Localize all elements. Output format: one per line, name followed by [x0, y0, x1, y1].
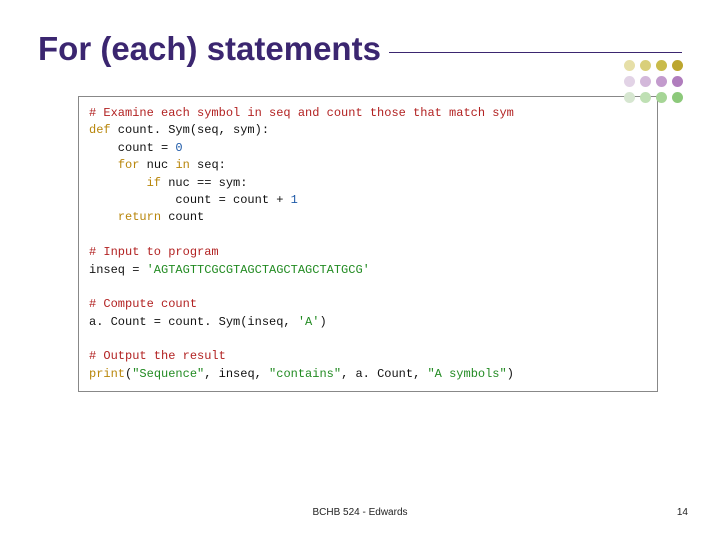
dot-icon	[640, 92, 651, 103]
title-underline	[389, 52, 682, 53]
dot-icon	[656, 60, 667, 71]
page-number: 14	[677, 507, 688, 518]
dot-icon	[656, 92, 667, 103]
dot-icon	[640, 76, 651, 87]
dot-icon	[656, 76, 667, 87]
decorative-dots	[624, 60, 684, 104]
slide: For (each) statements # Examine each sym…	[0, 0, 720, 540]
slide-title: For (each) statements	[38, 30, 381, 68]
dot-icon	[672, 76, 683, 87]
dot-icon	[640, 60, 651, 71]
dot-icon	[624, 92, 635, 103]
footer-text: BCHB 524 - Edwards	[0, 507, 720, 518]
dot-icon	[672, 92, 683, 103]
dot-icon	[624, 60, 635, 71]
title-row: For (each) statements	[38, 30, 682, 68]
dot-icon	[624, 76, 635, 87]
dot-icon	[672, 60, 683, 71]
code-block: # Examine each symbol in seq and count t…	[78, 96, 658, 392]
